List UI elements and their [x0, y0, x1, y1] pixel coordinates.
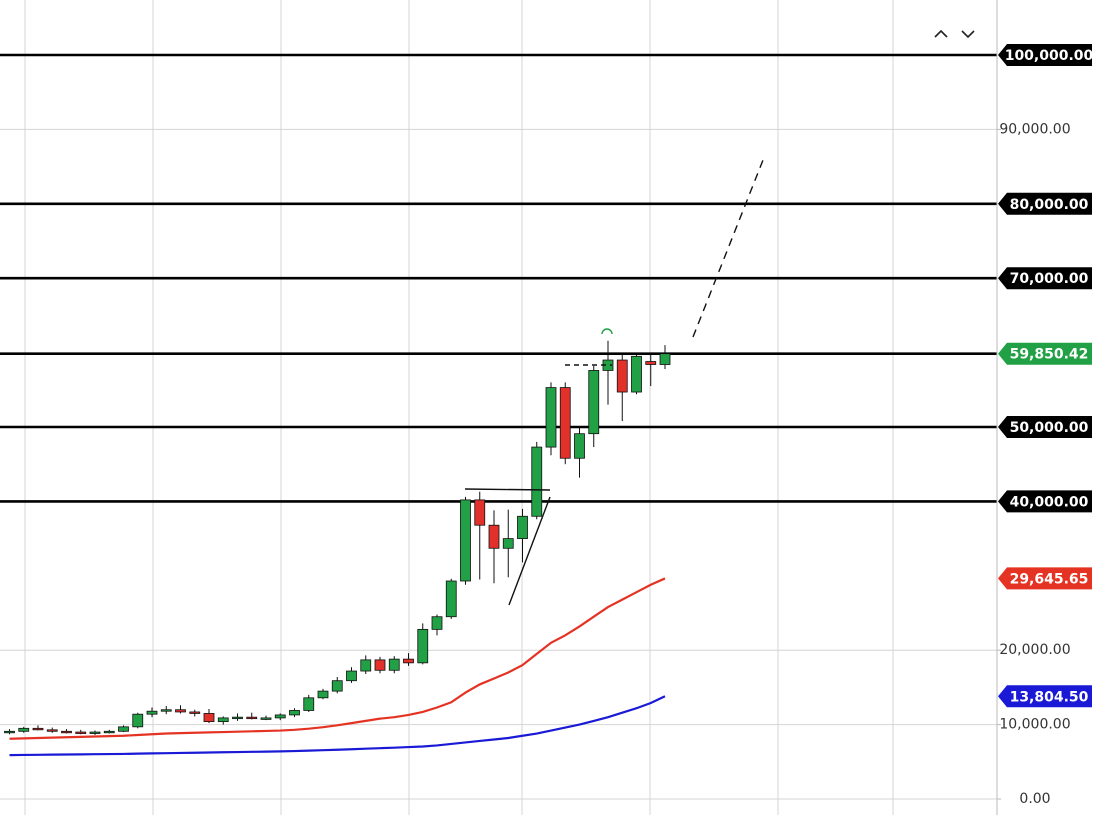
candle-body: [246, 716, 258, 720]
y-tick-label: 0.00: [1019, 791, 1050, 807]
candle-body: [132, 713, 144, 728]
candle-body: [616, 359, 628, 393]
price-axis: 0.00 10,000.00 20,000.00 90,000.00: [997, 121, 1071, 807]
candle-body: [331, 680, 343, 692]
price-tag-label: 100,000.00: [1005, 48, 1094, 64]
candle-body: [374, 659, 386, 671]
candle-body: [588, 370, 600, 435]
candle-body: [559, 387, 571, 459]
price-tag-label: 40,000.00: [1010, 494, 1089, 510]
candle-body: [431, 616, 443, 630]
price-tag: [998, 267, 1092, 290]
candle-body: [289, 710, 300, 716]
price-tag: [998, 44, 1092, 66]
horizontal-grid: [0, 128, 997, 800]
candle-body: [502, 538, 514, 549]
price-tag-label: 29,645.65: [1010, 571, 1089, 587]
candle-body: [445, 580, 457, 618]
candle-body: [32, 727, 44, 731]
moving-average-line: [9, 695, 666, 757]
candles: [4, 340, 671, 736]
y-tick-label: 10,000.00: [999, 717, 1070, 733]
candle-body: [189, 711, 201, 714]
candle-body: [417, 628, 429, 664]
scroll-up-button[interactable]: [934, 29, 948, 38]
candle-body: [75, 731, 87, 734]
price-tag-label: 13,804.50: [1010, 689, 1089, 705]
price-tag: [998, 342, 1092, 365]
candle-body: [260, 717, 272, 720]
candle-body: [303, 697, 315, 711]
candle-body: [631, 355, 642, 393]
scroll-down-button[interactable]: [961, 30, 975, 39]
price-tag: [998, 685, 1092, 708]
candle-body: [175, 709, 186, 713]
candle-body: [46, 729, 58, 732]
candle-body: [103, 730, 115, 734]
candle-body: [217, 717, 229, 723]
moving-average-line: [9, 577, 666, 740]
candle-body: [203, 713, 215, 723]
marker-arc: [601, 328, 613, 335]
candle-body: [659, 353, 671, 365]
candle-body: [488, 524, 500, 549]
candle-body: [4, 730, 15, 734]
drawn-line: [464, 488, 551, 491]
candle-body: [146, 710, 158, 715]
moving-averages: [9, 577, 666, 757]
candle-body: [360, 659, 372, 672]
y-tick-label: 20,000.00: [999, 642, 1070, 658]
candle-body: [645, 361, 657, 365]
candle-body: [118, 726, 129, 732]
drawn-line: [508, 496, 551, 606]
projection-line: [692, 154, 766, 338]
price-tag-label: 59,850.42: [1010, 347, 1089, 363]
price-tag-label: 80,000.00: [1010, 197, 1089, 213]
candle-body: [89, 731, 101, 734]
y-tick-label: 90,000.00: [999, 121, 1070, 137]
drawings: [464, 154, 766, 606]
candle-body: [531, 446, 543, 517]
price-levels: [0, 53, 997, 503]
candle-body: [317, 690, 329, 699]
candle-body: [232, 716, 243, 720]
candle-body: [403, 658, 414, 664]
candle-body: [517, 515, 528, 540]
candle-body: [61, 730, 72, 734]
price-tag: [998, 416, 1092, 438]
price-tag: [998, 490, 1092, 513]
price-tag-label: 70,000.00: [1010, 271, 1089, 287]
candle-body: [346, 670, 357, 682]
candle-body: [388, 658, 400, 671]
price-tags: 100,000.00 80,000.00 70,000.00 59,850.42 50,…: [998, 44, 1094, 708]
candle-body: [460, 499, 471, 582]
vertical-grid: [24, 0, 894, 815]
price-tag-label: 50,000.00: [1010, 420, 1089, 436]
candle-body: [474, 499, 486, 526]
price-tag: [998, 567, 1092, 590]
price-tag: [998, 192, 1092, 215]
candle-body: [18, 727, 30, 732]
candle-body: [160, 709, 172, 712]
candle-body: [574, 433, 585, 459]
candle-body: [545, 387, 557, 448]
candle-body: [274, 714, 286, 719]
